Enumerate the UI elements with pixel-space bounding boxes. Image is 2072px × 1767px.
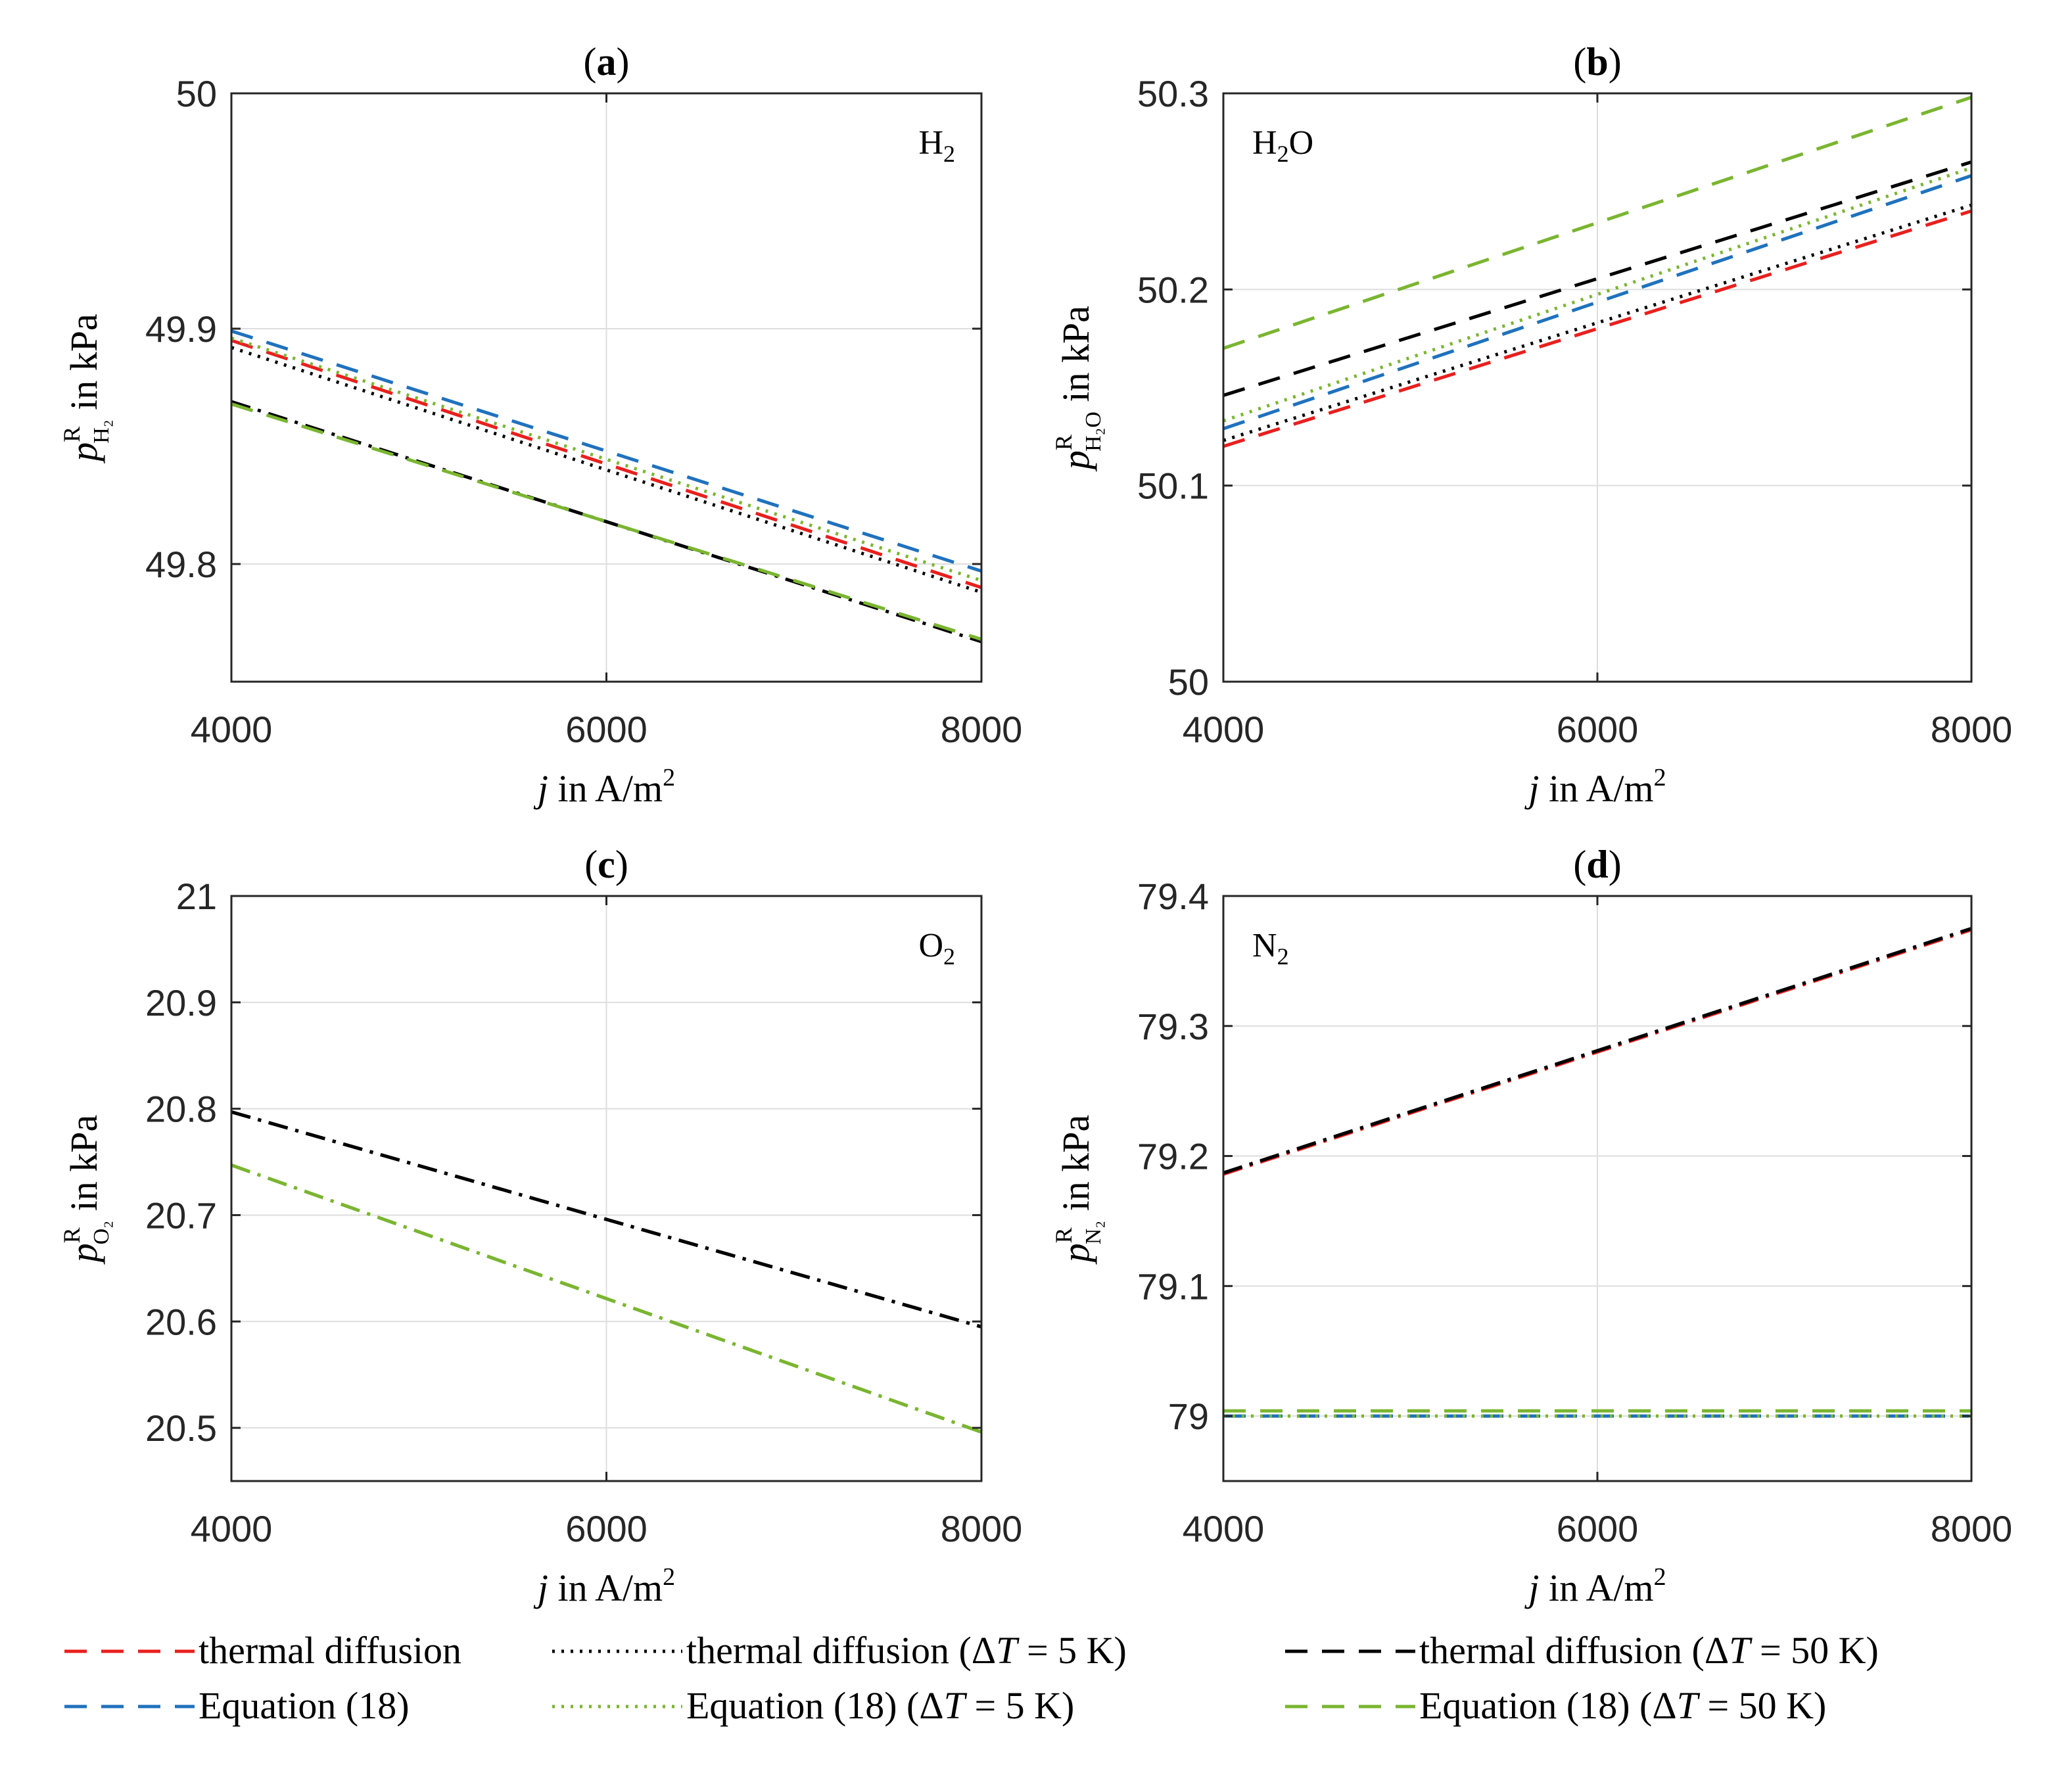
series-line-thermal-diffusion	[1223, 209, 1972, 448]
series-line-eq18-50K	[1223, 95, 1972, 350]
series-line-eq18-50K	[231, 1164, 982, 1434]
panel-title: (a)	[584, 40, 630, 83]
series-line-thermal-5K	[1223, 203, 1972, 442]
panel-title: (d)	[1573, 843, 1621, 886]
y-tick-label: 49.9	[145, 308, 217, 350]
legend-label-eq18-5K: Equation (18) (ΔT = 5 K)	[686, 1684, 1074, 1727]
panel-letter: a	[597, 40, 617, 83]
y-tick-label: 20.9	[145, 982, 217, 1024]
y-tick-label: 20.6	[145, 1301, 217, 1342]
x-tick-label: 8000	[1931, 1508, 2013, 1549]
panel-d: 4000 6000 8000 79 79.1 79.2 79.3 79.4 (d) N2 j in …	[1050, 843, 2012, 1609]
y-axis-label: pR H₂ in kPa	[59, 314, 114, 464]
series-line-thermal-50K	[1223, 927, 1972, 1175]
y-tick-label: 21	[176, 876, 217, 917]
species-label: N2	[1252, 927, 1289, 970]
species-label: H2	[918, 124, 955, 167]
legend-label-eq18-50K: Equation (18) (ΔT = 50 K)	[1419, 1684, 1826, 1727]
x-tick-label: 6000	[1557, 1508, 1639, 1549]
y-tick-label: 50	[176, 73, 217, 114]
x-axis-label: j in A/m2	[1524, 764, 1666, 810]
x-tick-label: 6000	[565, 1508, 648, 1549]
x-tick-label: 4000	[1183, 1508, 1265, 1549]
x-tick-label: 8000	[941, 709, 1023, 750]
legend-label-thermal-50K: thermal diffusion (ΔT = 50 K)	[1419, 1629, 1879, 1672]
x-tick-label: 6000	[1557, 709, 1639, 750]
x-axis-label: j in A/m2	[533, 1563, 675, 1609]
y-tick-label: 79.1	[1137, 1265, 1209, 1307]
series-line-equation18	[231, 329, 982, 573]
x-tick-label: 6000	[565, 709, 648, 750]
y-tick-label: 50.1	[1137, 465, 1209, 507]
series-line-thermal-50K	[231, 1110, 982, 1329]
x-tick-label: 8000	[1931, 709, 2013, 750]
y-tick-label: 49.8	[145, 544, 217, 585]
y-tick-label: 79.2	[1137, 1136, 1209, 1177]
y-axis-label: pR O₂ in kPa	[59, 1115, 114, 1265]
series-line-eq18-50K	[231, 402, 982, 641]
y-tick-label: 79.4	[1137, 876, 1209, 917]
panel-letter: d	[1586, 843, 1608, 886]
species-label: O2	[918, 927, 955, 970]
x-tick-label: 4000	[191, 709, 273, 750]
panel-title: (c)	[584, 843, 628, 886]
panel-letter: b	[1586, 40, 1608, 83]
panel-c: 4000 6000 8000 20.5 20.6 20.7 20.8 20.9 21 (c) O2 j…	[59, 843, 1022, 1609]
panel-title: (b)	[1573, 40, 1621, 83]
y-tick-label: 50	[1168, 661, 1209, 703]
y-tick-label: 20.8	[145, 1089, 217, 1130]
legend-label-thermal-diffusion: thermal diffusion	[199, 1629, 461, 1672]
y-tick-label: 79	[1168, 1396, 1209, 1437]
x-tick-label: 4000	[1183, 709, 1265, 750]
legend-label-equation18: Equation (18)	[199, 1684, 410, 1727]
series-line-thermal-diffusion	[231, 339, 982, 590]
series-line-thermal-50K	[1223, 160, 1972, 397]
y-tick-label: 50.3	[1137, 73, 1209, 114]
x-axis-label: j in A/m2	[1524, 1563, 1666, 1609]
y-tick-label: 79.3	[1137, 1006, 1209, 1047]
series-line-equation18	[1223, 174, 1972, 431]
panel-letter: c	[598, 843, 615, 886]
species-label: H2O	[1252, 124, 1313, 167]
legend-label-thermal-5K: thermal diffusion (ΔT = 5 K)	[686, 1629, 1127, 1672]
y-axis-label: pR H₂O in kPa	[1050, 306, 1106, 472]
x-tick-label: 4000	[191, 1508, 273, 1549]
y-tick-label: 20.7	[145, 1194, 217, 1236]
y-axis-label: pR N₂ in kPa	[1050, 1115, 1106, 1265]
x-axis-label: j in A/m2	[533, 764, 675, 810]
series-line-eq18-5K	[231, 336, 982, 582]
panel-b: 4000 6000 8000 50 50.1 50.2 50.3 (b) H2O j in A/m…	[1050, 40, 2012, 810]
panel-a: 4000 6000 8000 49.8 49.9 50 (a) H2 j in A/m2 pR H₂…	[59, 40, 1022, 810]
y-tick-label: 20.5	[145, 1407, 217, 1449]
legend: thermal diffusion thermal diffusion (ΔT =…	[64, 1629, 1879, 1727]
x-tick-label: 8000	[941, 1508, 1023, 1549]
y-tick-label: 50.2	[1137, 269, 1209, 310]
